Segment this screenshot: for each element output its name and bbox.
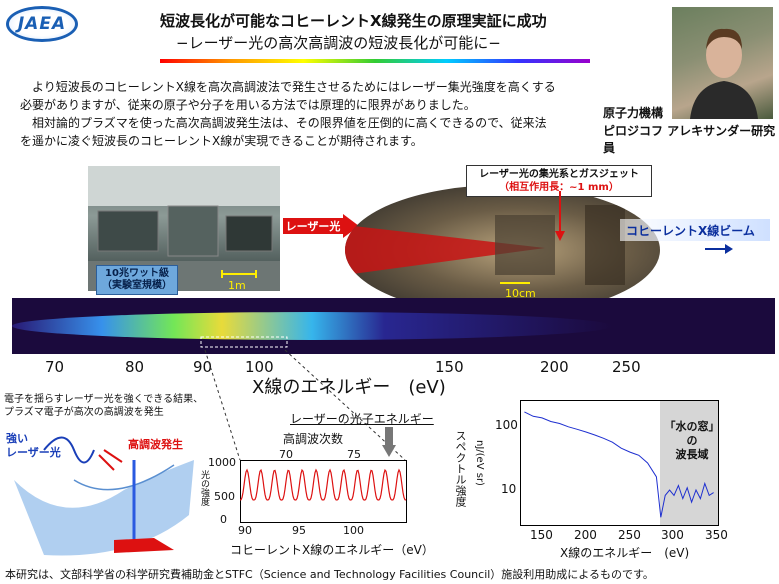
chart-x-tick: 200 <box>574 528 597 542</box>
chamber-scale-label: 10cm <box>505 287 536 300</box>
lab-caption-line: 10兆ワット級 <box>105 268 169 279</box>
footer-note: 本研究は、文部科学省の科学研究費補助金とSTFC（Science and Tec… <box>5 568 654 581</box>
lab-caption: 10兆ワット級 （実験室規模） <box>96 265 178 295</box>
spectrum-tick: 200 <box>540 358 569 376</box>
gas-jet-caption-line: （相互作用長：~1 mm） <box>499 182 619 193</box>
laser-label: レーザー光 <box>283 218 343 234</box>
beam-arrow-icon <box>705 244 733 254</box>
rainbow-divider <box>160 59 590 63</box>
down-arrow-icon <box>382 427 396 457</box>
spectrum-axis-label: X線のエネルギー (eV) <box>252 377 446 398</box>
water-window-label: 「水の窓」の 波長域 <box>664 420 720 462</box>
energy-tick: 90 <box>238 524 252 537</box>
chart-x-tick: 350 <box>705 528 728 542</box>
interaction-chamber-photo <box>345 185 660 315</box>
chart-xlabel: X線のエネルギー (eV) <box>560 546 690 560</box>
harmonic-x-axis-label: コヒーレントX線のエネルギー（eV） <box>230 543 434 557</box>
laboratory-icon <box>88 166 280 291</box>
order-tick: 70 <box>279 448 293 461</box>
lab-scale-bar <box>221 270 257 278</box>
lab-scale-label: 1m <box>228 279 246 292</box>
order-tick: 75 <box>347 448 361 461</box>
harmonic-spectrum-image <box>12 298 775 354</box>
energy-tick: 95 <box>292 524 306 537</box>
spectrum-tick: 250 <box>612 358 641 376</box>
intensity-tick: 1000 <box>208 456 236 469</box>
chart-ylabel: スペクトル強度 <box>454 430 467 507</box>
plasma-mechanism-diagram <box>14 436 194 556</box>
spectrum-band-icon <box>12 312 612 340</box>
logo-text: JAEA <box>17 14 67 34</box>
strong-laser-label: 強い レーザー光 <box>6 432 61 460</box>
intro-paragraph: より短波長のコヒーレントX線を高次高調波法で発生させるためにはレーザー集光強度を… <box>20 78 580 150</box>
spectrum-tick: 150 <box>435 358 464 376</box>
spectrum-tick: 80 <box>125 358 145 376</box>
intro-line: を遥かに凌ぐ短波長のコヒーレントX線が実現できることが期待されます。 <box>20 134 423 148</box>
water-window-line: 「水の窓」の <box>664 420 720 447</box>
spectrum-tick: 100 <box>245 358 274 376</box>
spectral-intensity-chart <box>520 400 719 526</box>
mechanism-note: 電子を揺らすレーザー光を強くできる結果、 プラズマ電子が高次の高調波を発生 <box>4 393 203 419</box>
researcher-name: ピロジコフ アレキサンダー研究員 <box>603 124 776 155</box>
mechanism-note-line: 電子を揺らすレーザー光を強くできる結果、 <box>4 394 204 405</box>
spectrum-tick: 70 <box>45 358 65 376</box>
lab-caption-line: （実験室規模） <box>102 280 172 291</box>
chart-ylabel-unit: nJ/(eV sr) <box>474 440 485 486</box>
intensity-tick: 500 <box>214 490 235 503</box>
energy-tick: 100 <box>343 524 364 537</box>
water-window-region <box>660 400 718 526</box>
harmonic-peaks-plot <box>240 460 407 523</box>
strong-laser-line: レーザー光 <box>6 446 61 459</box>
page-subtitle: −レーザー光の高次高調波の短波長化が可能に− <box>176 34 501 52</box>
laser-facility-photo <box>88 166 280 291</box>
chart-y-tick: 10 <box>501 482 517 496</box>
gas-jet-caption-line: レーザー光の集光系とガスジェット <box>479 169 639 180</box>
chart-x-tick: 150 <box>530 528 553 542</box>
xray-beam-label: コヒーレントX線ビーム <box>620 219 770 241</box>
intro-line: より短波長のコヒーレントX線を高次高調波法で発生させるためにはレーザー集光強度を… <box>32 80 556 94</box>
page-title: 短波長化が可能なコヒーレントX線発生の原理実証に成功 <box>160 12 547 30</box>
intensity-tick: 0 <box>220 513 227 526</box>
chamber-icon <box>345 205 625 285</box>
chart-y-tick: 100 <box>495 418 518 432</box>
xray-beam-text: コヒーレントX線ビーム <box>626 223 755 238</box>
pointer-arrow-icon <box>555 191 565 241</box>
water-window-line: 波長域 <box>675 448 709 461</box>
mechanism-note-line: プラズマ電子が高次の高調波を発生 <box>4 407 164 418</box>
researcher-affiliation: 原子力機構 <box>603 106 664 120</box>
researcher-photo <box>672 7 773 119</box>
jaea-logo: JAEA <box>6 6 78 42</box>
harmonic-order-label: 高調波次数 <box>283 432 344 446</box>
zoom-region-marker <box>200 336 288 348</box>
spectrum-tick: 90 <box>193 358 213 376</box>
chart-x-tick: 300 <box>661 528 684 542</box>
researcher-portrait-icon <box>690 28 758 119</box>
intro-line: 相対論的プラズマを使った高次高調波発生法は、その限界値を圧倒的に高くできるので、… <box>32 116 547 130</box>
intro-line: 必要がありますが、従来の原子や分子を用いる方法では原理的に限界がありました。 <box>20 98 476 112</box>
zoom-connector-lines <box>204 349 406 461</box>
intensity-axis-label: 光の強度 <box>199 470 209 506</box>
strong-laser-line: 強い <box>6 432 28 445</box>
photon-energy-label: レーザーの光子エネルギー <box>290 412 434 426</box>
chart-x-tick: 250 <box>618 528 641 542</box>
harmonic-generation-label: 高調波発生 <box>128 438 183 451</box>
